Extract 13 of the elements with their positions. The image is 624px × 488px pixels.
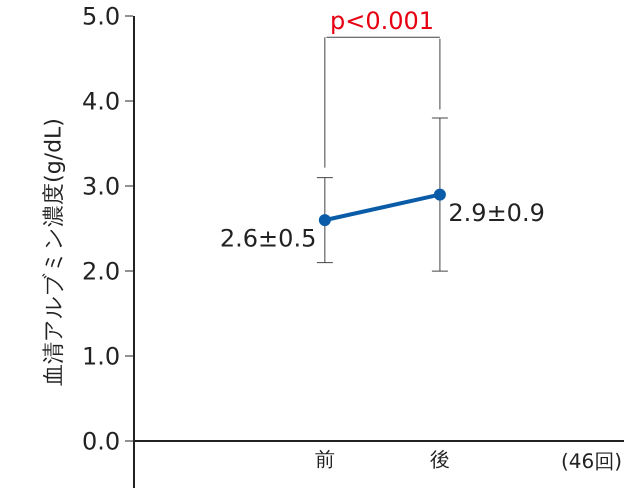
x-tick-label: 前 bbox=[314, 447, 335, 472]
x-tick-label: 後 bbox=[430, 447, 450, 472]
data-label: 2.6±0.5 bbox=[220, 224, 316, 253]
y-tick-label: 3.0 bbox=[82, 172, 120, 200]
annotation: p<0.001 bbox=[330, 7, 434, 35]
data-label: 2.9±0.9 bbox=[448, 199, 545, 228]
y-tick-label: 1.0 bbox=[82, 342, 120, 371]
y-tick-label: 5.0 bbox=[82, 2, 120, 30]
y-tick-label: 0.0 bbox=[82, 428, 120, 456]
text: (46回) bbox=[561, 449, 622, 473]
y-tick-label: 2.0 bbox=[82, 258, 120, 286]
y-axis-title: 血清アルブミン濃度(g/dL) bbox=[41, 118, 66, 386]
y-tick-label: 4.0 bbox=[82, 87, 120, 116]
